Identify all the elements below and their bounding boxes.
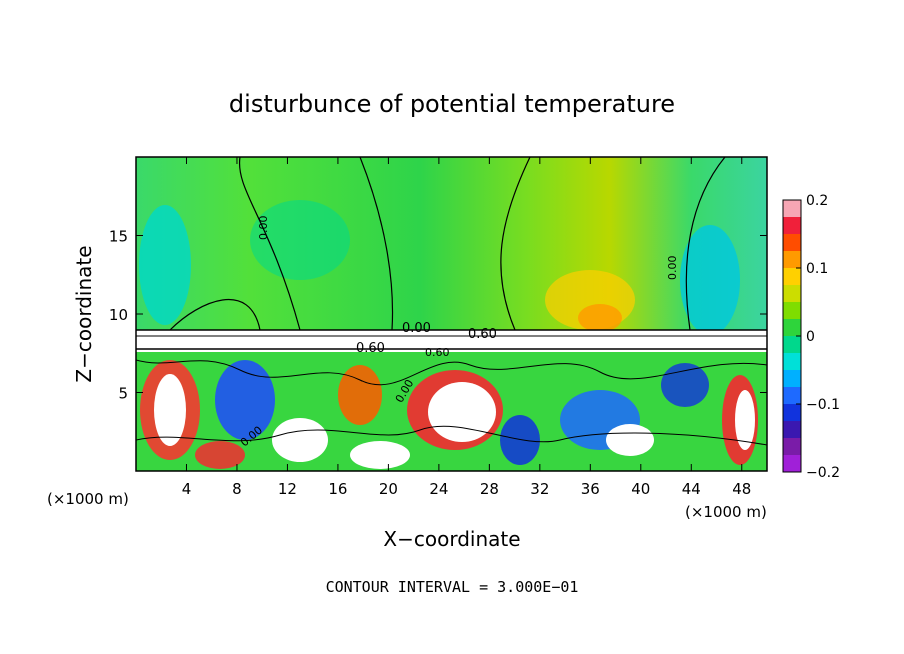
- x-tick-label: 28: [480, 480, 499, 498]
- white-region: [350, 441, 410, 469]
- contour-label: 0.00: [257, 216, 270, 241]
- colorbar-swatch: [783, 438, 801, 456]
- x-tick-label: 32: [530, 480, 549, 498]
- contour-line: [359, 157, 394, 331]
- contour-label: 0.60: [425, 346, 450, 359]
- colorbar-swatch: [783, 336, 801, 354]
- x-tick-label: 16: [328, 480, 347, 498]
- y-axis: 5 10 15: [109, 228, 767, 403]
- x-unit-label-left: (×1000 m): [47, 490, 129, 508]
- colorbar-swatch: [783, 404, 801, 422]
- white-region: [428, 382, 496, 442]
- x-tick-label: 12: [278, 480, 297, 498]
- contour-interval-note: CONTOUR INTERVAL = 3.000E−01: [326, 578, 579, 596]
- colorbar: [783, 200, 801, 473]
- y-tick-label: 10: [109, 306, 128, 324]
- colorbar-swatch: [783, 285, 801, 303]
- chart-title: disturbunce of potential temperature: [229, 90, 675, 118]
- y-axis-label: Z−coordinate: [72, 245, 96, 382]
- colorbar-tick-label: 0.1: [806, 261, 828, 277]
- x-axis-label: X−coordinate: [383, 527, 520, 551]
- colorbar-swatch: [783, 370, 801, 388]
- x-tick-label: 44: [682, 480, 701, 498]
- x-tick-label: 24: [429, 480, 448, 498]
- colorbar-swatch: [783, 387, 801, 405]
- teal-region: [250, 200, 350, 280]
- x-axis: 4 8 12 16 20 24 28 32 36 40 44 48: [182, 157, 751, 498]
- cyan-region: [139, 205, 191, 325]
- colorbar-swatch: [783, 302, 801, 320]
- red-region: [195, 441, 245, 469]
- colorbar-ticks: 0.2 0.1 0 −0.1 −0.2: [796, 193, 840, 481]
- y-tick-label: 5: [118, 385, 128, 403]
- contour-line: [169, 299, 261, 331]
- white-region: [154, 374, 186, 446]
- x-unit-label-right: (×1000 m): [685, 503, 767, 521]
- contour-label: 0.00: [402, 321, 431, 336]
- colorbar-swatch: [783, 217, 801, 235]
- x-tick-label: 36: [581, 480, 600, 498]
- colorbar-tick-label: −0.1: [806, 397, 840, 413]
- blue-region: [215, 360, 275, 440]
- colorbar-swatch: [783, 251, 801, 269]
- contour-line: [136, 359, 767, 386]
- orange-region: [578, 304, 622, 332]
- blue-region: [661, 363, 709, 407]
- colorbar-swatch: [783, 200, 801, 218]
- cyan-region: [680, 225, 740, 335]
- colorbar-tick-label: 0: [806, 329, 815, 345]
- white-region: [272, 418, 328, 462]
- white-region: [606, 424, 654, 456]
- x-tick-label: 20: [379, 480, 398, 498]
- heatmap-field: 0.00 0.60 0.60 0.00 0.00 0.00 0.00 0.60: [136, 157, 767, 471]
- colorbar-swatch: [783, 319, 801, 337]
- y-tick-label: 15: [109, 228, 128, 246]
- colorbar-swatch: [783, 455, 801, 473]
- contour-label: 0.60: [468, 327, 497, 342]
- upper-field: [136, 157, 767, 332]
- x-tick-label: 4: [182, 480, 192, 498]
- colorbar-swatch: [783, 234, 801, 252]
- x-tick-label: 8: [232, 480, 242, 498]
- x-tick-label: 48: [732, 480, 751, 498]
- x-tick-label: 40: [631, 480, 650, 498]
- colorbar-swatch: [783, 353, 801, 371]
- contour-line: [500, 157, 531, 331]
- contour-label: 0.00: [666, 256, 679, 281]
- orange-region: [338, 365, 382, 425]
- colorbar-tick-label: 0.2: [806, 193, 828, 209]
- contour-line: [685, 157, 726, 331]
- contour-line: [136, 425, 767, 446]
- colorbar-tick-label: −0.2: [806, 465, 840, 481]
- contour-label: 0.60: [356, 341, 385, 356]
- colorbar-swatch: [783, 421, 801, 439]
- contour-line: [238, 157, 301, 331]
- white-region: [735, 390, 755, 450]
- blue-region: [500, 415, 540, 465]
- colorbar-swatch: [783, 268, 801, 286]
